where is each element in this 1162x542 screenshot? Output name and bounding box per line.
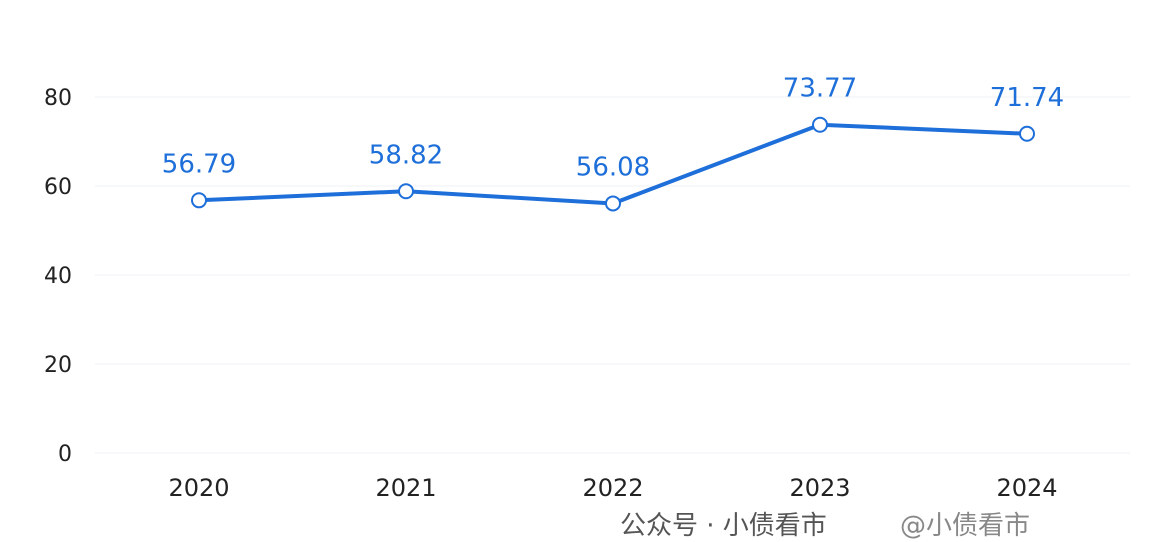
data-label: 73.77	[783, 74, 857, 104]
x-tick-label: 2022	[582, 474, 643, 502]
data-point	[812, 116, 828, 133]
x-tick-label: 2021	[375, 474, 436, 502]
data-point	[191, 192, 207, 209]
data-point	[1019, 125, 1035, 142]
data-point	[605, 195, 621, 212]
y-tick-label: 0	[58, 442, 72, 467]
x-tick-label: 2020	[168, 474, 229, 502]
data-label: 71.74	[990, 83, 1064, 113]
y-tick-label: 60	[44, 175, 72, 200]
watermark-handle: @小债看市	[900, 511, 1031, 541]
data-point	[398, 183, 414, 200]
data-label: 56.08	[576, 152, 650, 182]
watermark-text: 公众号 · 小债看市	[620, 511, 827, 541]
y-tick-label: 80	[44, 86, 72, 111]
x-tick-label: 2023	[789, 474, 850, 502]
x-tick-label: 2024	[996, 474, 1057, 502]
y-tick-label: 20	[44, 353, 72, 378]
data-label: 56.79	[162, 149, 236, 179]
y-tick-label: 40	[44, 264, 72, 289]
data-label: 58.82	[369, 140, 443, 170]
